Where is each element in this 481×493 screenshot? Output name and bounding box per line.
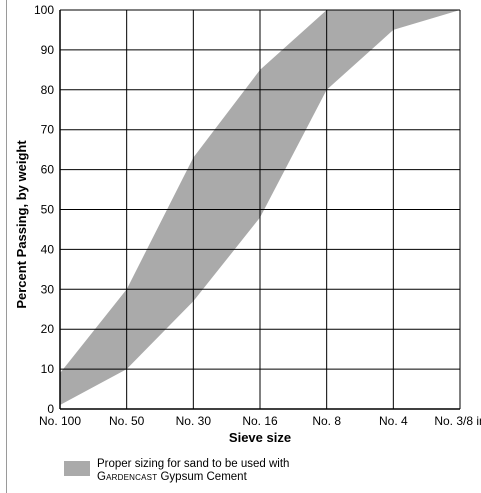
legend-text: Proper sizing for sand to be used with G… [97, 458, 397, 484]
x-tick-label-6: No. 3/8 in [434, 414, 481, 428]
legend-line-2-rest: Gypsum Cement [157, 471, 247, 483]
x-tick-labels: No. 100 No. 50 No. 30 No. 16 No. 8 No. 4 No. 3… [39, 414, 481, 428]
x-tick-label-4: No. 8 [312, 414, 341, 428]
y-tick-label-70: 70 [41, 123, 55, 137]
x-tick-label-3: No. 16 [242, 414, 278, 428]
legend-line-1: Proper sizing for sand to be used with [97, 458, 290, 470]
x-tick-label-1: No. 50 [109, 414, 145, 428]
x-axis-title: Sieve size [229, 430, 291, 445]
y-tick-label-40: 40 [41, 242, 55, 256]
y-tick-labels: 0 10 20 30 40 50 60 70 80 90 100 [34, 3, 54, 416]
y-tick-label-20: 20 [41, 322, 55, 336]
legend-swatch [64, 461, 90, 476]
x-tick-label-5: No. 4 [379, 414, 408, 428]
y-tick-label-90: 90 [41, 43, 55, 57]
legend-line-2: Gardencast Gypsum Cement [97, 471, 397, 484]
y-tick-label-30: 30 [41, 282, 55, 296]
y-tick-label-10: 10 [41, 362, 55, 376]
y-tick-label-0: 0 [47, 402, 54, 416]
y-tick-label-80: 80 [41, 83, 55, 97]
y-tick-label-60: 60 [41, 163, 55, 177]
x-tick-label-0: No. 100 [39, 414, 81, 428]
y-axis-title: Percent Passing, by weight [14, 140, 29, 309]
y-tick-label-100: 100 [34, 3, 54, 17]
x-tick-label-2: No. 30 [176, 414, 212, 428]
legend-brand-name: Gardencast [97, 471, 158, 483]
grid-layer [59, 9, 461, 410]
page-margin-rule [6, 0, 7, 493]
y-tick-label-50: 50 [41, 203, 55, 217]
